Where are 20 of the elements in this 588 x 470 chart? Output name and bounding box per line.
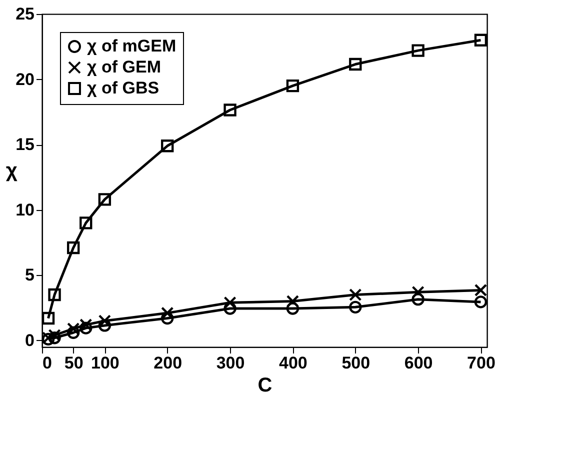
- legend-label: χ of mGEM: [87, 36, 176, 56]
- x-tick-label: 50: [64, 354, 84, 372]
- y-axis-title: χ: [6, 160, 18, 182]
- x-tick-label: 200: [154, 354, 182, 372]
- y-tick-label: 10: [16, 200, 34, 220]
- y-tick-label: 15: [16, 135, 34, 154]
- legend-label: χ of GBS: [87, 78, 160, 98]
- x-tick-label: 700: [467, 354, 496, 372]
- y-tick-label: 5: [25, 266, 34, 285]
- x-tick-label: 500: [342, 354, 370, 372]
- y-tick-label: 20: [16, 70, 34, 89]
- y-tick-label: 25: [16, 4, 34, 24]
- x-axis-title: C: [258, 374, 272, 396]
- legend-label: χ of GEM: [87, 58, 162, 76]
- x-tick-label: 300: [216, 354, 245, 372]
- x-tick-label: 0: [42, 354, 52, 372]
- x-tick-label: 400: [279, 354, 308, 372]
- x-tick-label: 600: [404, 354, 433, 372]
- y-tick-label: 0: [25, 330, 34, 350]
- x-tick-label: 100: [90, 354, 120, 372]
